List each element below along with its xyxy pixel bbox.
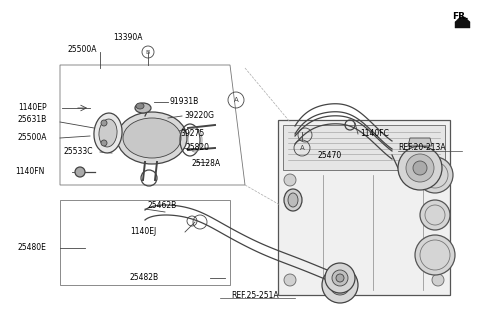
Text: 39220G: 39220G [184, 112, 214, 120]
Text: REF.25-251A: REF.25-251A [231, 291, 279, 299]
Text: 25482B: 25482B [130, 274, 159, 282]
Text: 25470: 25470 [318, 151, 342, 159]
Text: 25631B: 25631B [18, 115, 47, 125]
Polygon shape [408, 138, 432, 146]
Ellipse shape [123, 118, 181, 158]
Circle shape [322, 267, 358, 303]
Text: 25500A: 25500A [18, 133, 48, 141]
Text: 13390A: 13390A [113, 32, 143, 42]
Text: 25533C: 25533C [64, 148, 94, 156]
Text: B: B [146, 50, 150, 54]
Circle shape [398, 146, 442, 190]
Circle shape [415, 235, 455, 275]
Text: REF.20-213A: REF.20-213A [398, 144, 445, 153]
Circle shape [413, 161, 427, 175]
Circle shape [420, 200, 450, 230]
Text: 1140EJ: 1140EJ [130, 228, 156, 236]
Circle shape [432, 174, 444, 186]
Circle shape [330, 275, 350, 295]
Circle shape [101, 140, 107, 146]
Ellipse shape [117, 112, 187, 164]
Text: A: A [234, 97, 239, 103]
Ellipse shape [94, 113, 122, 153]
Text: FR.: FR. [452, 12, 468, 21]
Circle shape [417, 157, 453, 193]
Circle shape [406, 154, 434, 182]
Text: 39275: 39275 [180, 129, 204, 137]
Text: 25500A: 25500A [67, 46, 96, 54]
Text: 25480E: 25480E [18, 243, 47, 253]
Text: A: A [300, 145, 304, 151]
Text: 1140FC: 1140FC [360, 130, 389, 138]
Circle shape [432, 274, 444, 286]
Text: 1140EP: 1140EP [18, 104, 47, 113]
Circle shape [284, 274, 296, 286]
Circle shape [101, 120, 107, 126]
Circle shape [332, 270, 348, 286]
Ellipse shape [99, 119, 117, 147]
Ellipse shape [136, 103, 144, 109]
Text: 91931B: 91931B [170, 97, 199, 107]
Polygon shape [283, 125, 445, 170]
Polygon shape [455, 17, 470, 22]
Circle shape [336, 274, 344, 282]
Polygon shape [278, 120, 450, 295]
Circle shape [325, 263, 355, 293]
Polygon shape [455, 22, 470, 28]
Text: 25128A: 25128A [192, 158, 221, 168]
Text: 1140FN: 1140FN [15, 168, 44, 176]
Ellipse shape [284, 189, 302, 211]
Text: 25462B: 25462B [148, 200, 177, 210]
Circle shape [284, 174, 296, 186]
Ellipse shape [288, 193, 298, 207]
Text: 25820: 25820 [186, 144, 210, 153]
Circle shape [75, 167, 85, 177]
Ellipse shape [135, 103, 151, 113]
